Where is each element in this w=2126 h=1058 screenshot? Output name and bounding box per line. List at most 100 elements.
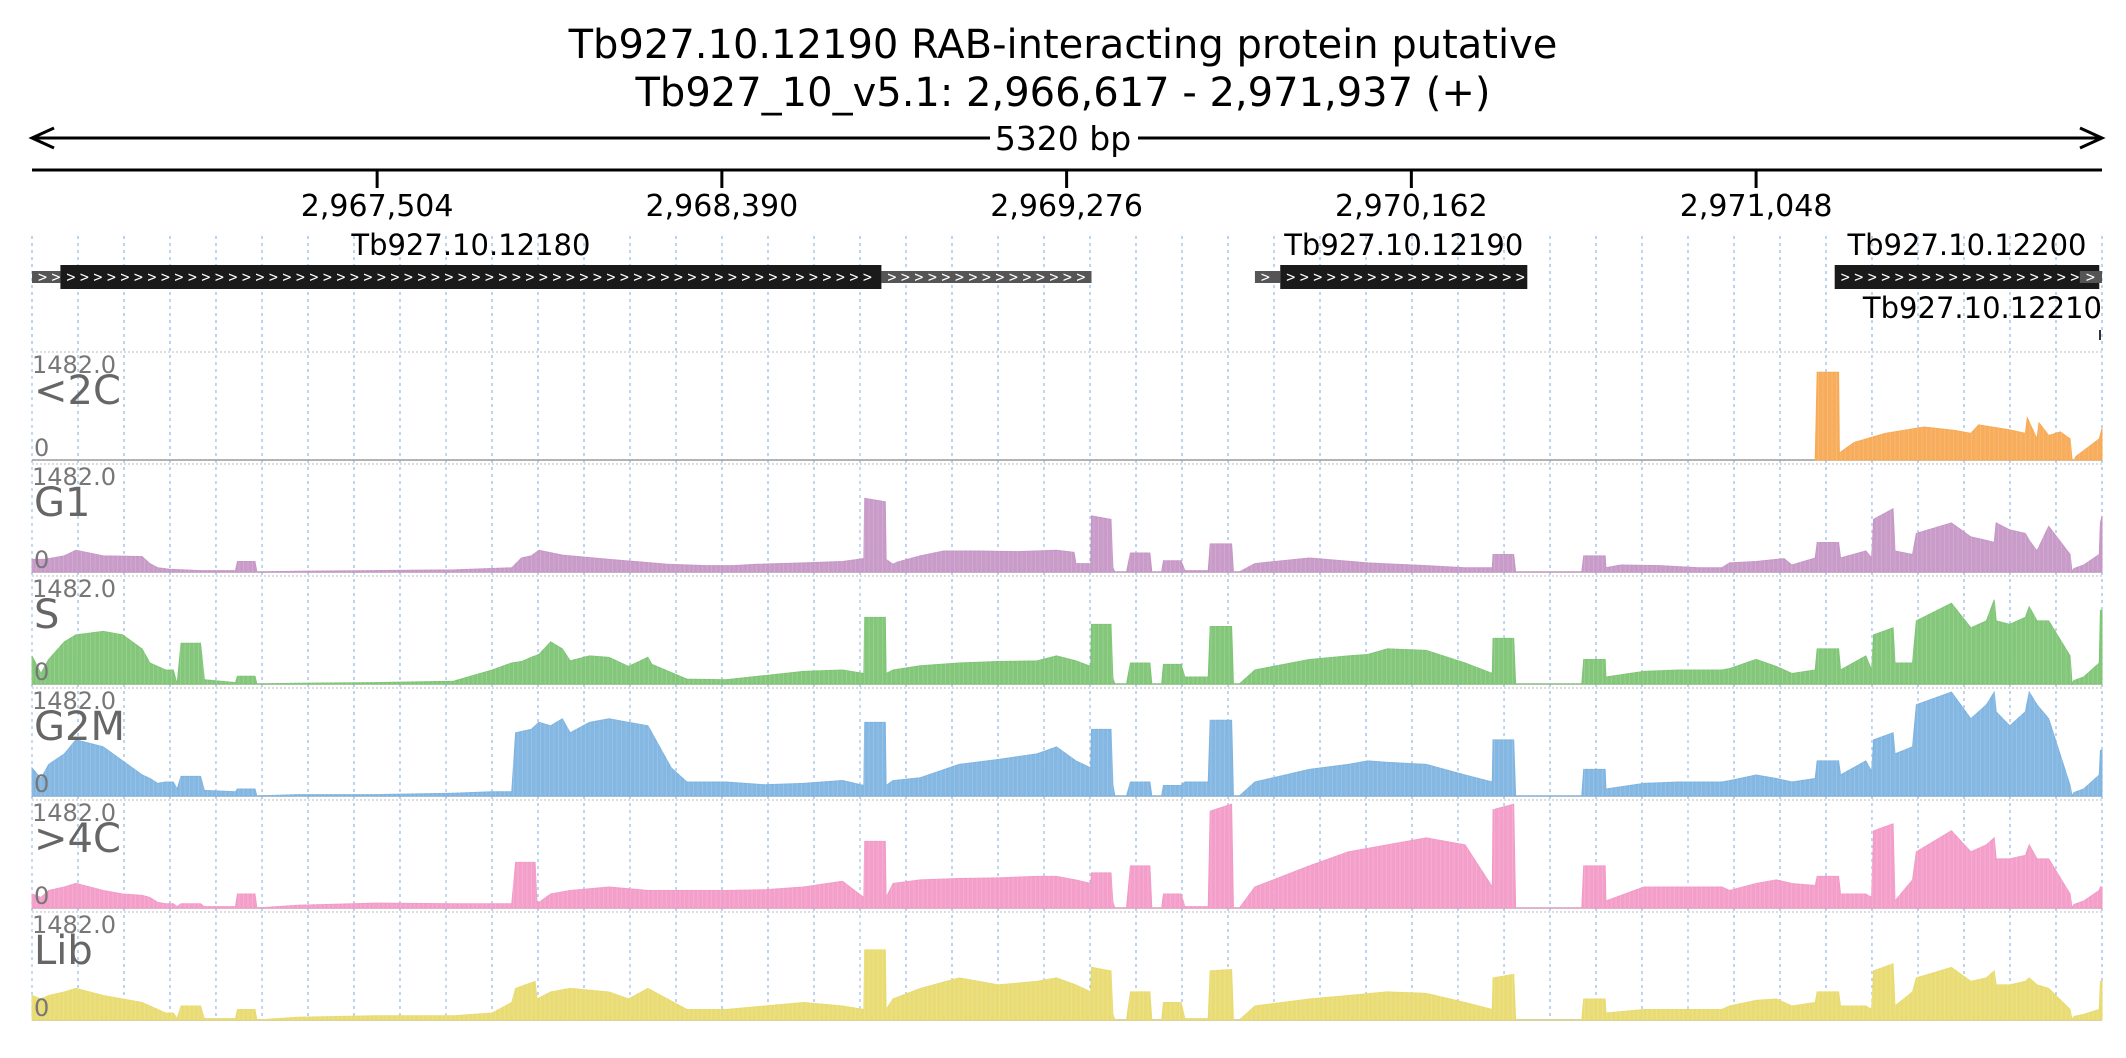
strand-chevron: > [2003,268,2012,286]
strand-chevron: > [1340,268,1349,286]
strand-chevron: > [1841,268,1850,286]
strand-chevron: > [1949,268,1958,286]
coverage-area [31,803,2103,910]
strand-chevron: > [768,268,777,286]
strand-chevron: > [849,268,858,286]
track-name: G1 [34,480,90,526]
strand-chevron: > [458,268,467,286]
utr-5prime [32,271,61,283]
track-ymax-label: 1482.0 [32,351,116,379]
strand-chevron: > [336,268,345,286]
track-ymin-label: 0 [34,770,49,798]
strand-chevron: > [1922,268,1931,286]
gene-Tb927.10.12180: > > > > > > > > > > > > > > > > > > > > > > > > > > > > > > > > > > > > > > > >… [32,228,1092,289]
strand-chevron: > [134,268,143,286]
strand-chevron: > [941,268,950,286]
strand-chevron: > [282,268,291,286]
strand-chevron: > [1989,268,1998,286]
strand-chevron: > [552,268,561,286]
strand-chevron: > [107,268,116,286]
strand-chevron: > [147,268,156,286]
strand-chevron: > [1394,268,1403,286]
track-ymin-label: 0 [34,882,49,910]
strand-chevron: > [1502,268,1511,286]
strand-chevron: > [1908,268,1917,286]
strand-chevron: > [728,268,737,286]
strand-chevron: > [1962,268,1971,286]
strand-chevron: > [755,268,764,286]
strand-chevron: > [674,268,683,286]
strand-chevron: > [1354,268,1363,286]
coverage-area [31,497,2103,574]
strand-chevron: > [1448,268,1457,286]
gene-label: Tb927.10.12200 [1846,228,2086,262]
tick-label: 2,967,504 [301,189,454,224]
strand-chevron: > [809,268,818,286]
strand-chevron: > [901,268,910,286]
cds-block [1834,265,2100,289]
strand-chevron: > [2057,268,2066,286]
strand-chevron: > [714,268,723,286]
strand-chevron: > [377,268,386,286]
strand-chevron: > [2016,268,2025,286]
strand-chevron: > [242,268,251,286]
strand-chevron: > [444,268,453,286]
gene-Tb927.10.12190: > > > > > > > > > > > > > > > > > > >Tb927.10.12190 [1254,228,1528,289]
strand-chevron: > [822,268,831,286]
tick-label: 2,971,048 [1680,189,1833,224]
track-name: Lib [34,928,93,974]
strand-chevron: > [566,268,575,286]
strand-chevron: > [2043,268,2052,286]
coverage-tracks: 1482.0<2C01482.0G101482.0S01482.0G2M0148… [31,351,2103,1022]
strand-chevron: > [1475,268,1484,286]
gene-Tb927.10.12200: >>>>>>>>>>>>>>>>>>>Tb927.10.12200 [1834,228,2100,289]
strand-chevron: > [161,268,170,286]
strand-chevron: > [887,268,896,286]
strand-chevron: > [498,268,507,286]
strand-chevron: > [485,268,494,286]
strand-chevron: > [1976,268,1985,286]
span-arrowhead-right [2079,126,2106,150]
track-ymin-label: 0 [34,546,49,574]
strand-chevron: > [1327,268,1336,286]
strand-chevron: > [928,268,937,286]
utr-5prime [1254,271,1281,283]
coverage-area [1814,371,2103,461]
track-S: 1482.0S 0 [31,575,2103,686]
strand-chevron: > [309,268,318,286]
strand-chevron: > [606,268,615,286]
track-ymax-label: 1482.0 [32,575,116,603]
strand-chevron: > [1063,268,1072,286]
strand-chevron: > [1286,268,1295,286]
strand-chevron: > [2070,268,2079,286]
strand-chevron: > [633,268,642,286]
strand-chevron: > [228,268,237,286]
strand-chevron: > [1022,268,1031,286]
strand-chevron: > [593,268,602,286]
strand-chevron: > [431,268,440,286]
strand-chevron: > [215,268,224,286]
strand-chevron: > [1435,268,1444,286]
track-name: S [34,592,59,638]
gene-label: Tb927.10.12180 [350,228,590,262]
strand-chevron: > [38,268,47,286]
track-name: <2C [34,368,121,414]
strand-chevron: > [1881,268,1890,286]
tick-label: 2,970,162 [1335,189,1488,224]
strand-chevron: > [620,268,629,286]
strand-chevron: > [1935,268,1944,286]
track-name: G2M [34,704,125,750]
strand-chevron: > [1408,268,1417,286]
strand-chevron: > [1489,268,1498,286]
strand-chevron: > [1516,268,1525,286]
strand-chevron: > [201,268,210,286]
track-ymax-label: 1482.0 [32,687,116,715]
strand-chevron: > [471,268,480,286]
strand-chevron: > [914,268,923,286]
strand-chevron: > [525,268,534,286]
strand-chevron: > [1036,268,1045,286]
coverage-area [31,599,2103,686]
chart-subtitle: Tb927_10_v5.1: 2,966,617 - 2,971,937 (+) [635,70,1491,116]
